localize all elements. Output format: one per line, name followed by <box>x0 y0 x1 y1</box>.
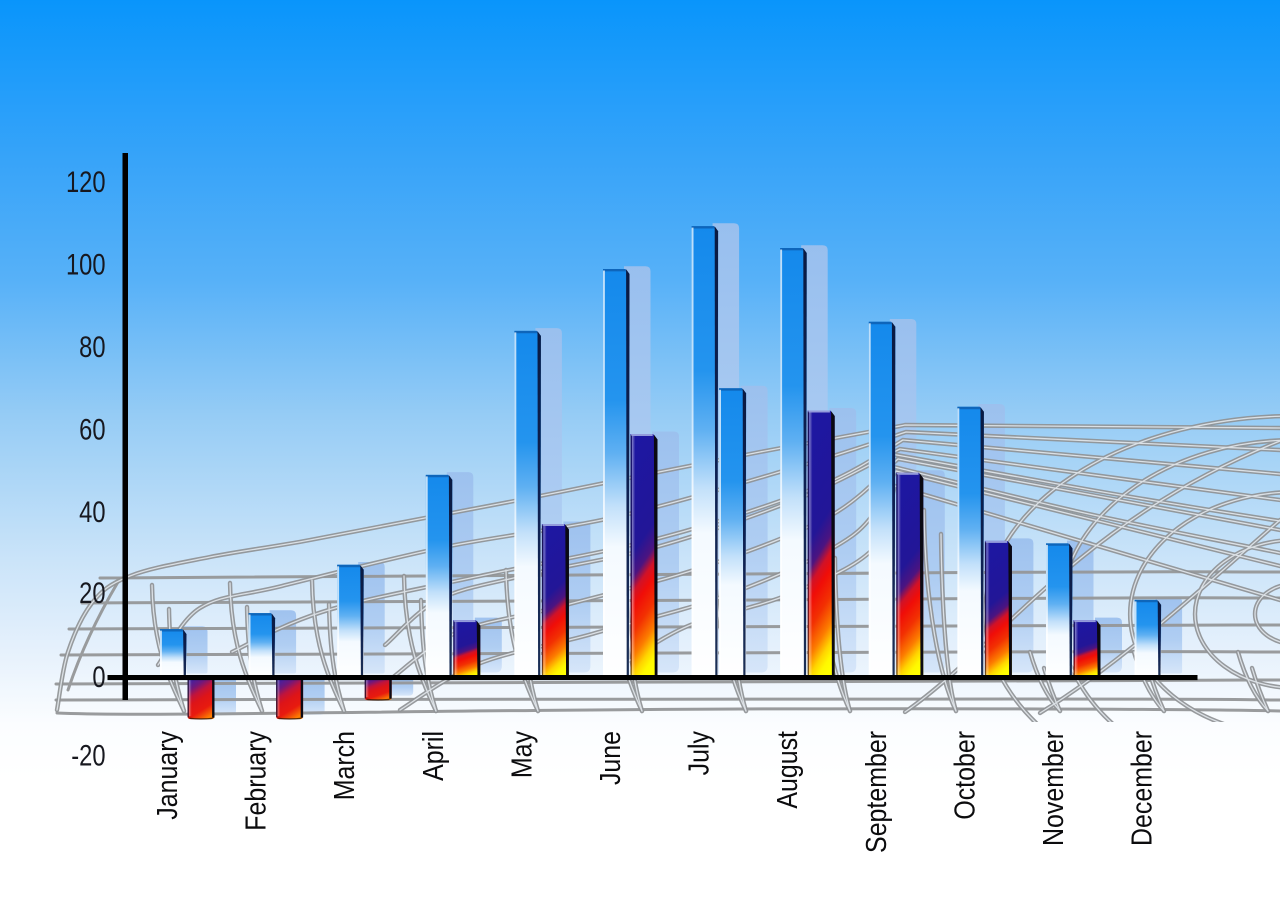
svg-text:April: April <box>417 731 449 781</box>
svg-text:February: February <box>240 730 272 830</box>
svg-text:September: September <box>860 731 892 853</box>
svg-text:80: 80 <box>79 330 105 363</box>
svg-text:December: December <box>1126 731 1158 846</box>
svg-text:120: 120 <box>66 165 106 198</box>
svg-text:June: June <box>594 731 626 785</box>
svg-text:20: 20 <box>79 576 105 609</box>
svg-text:March: March <box>329 731 361 800</box>
svg-text:40: 40 <box>79 495 105 528</box>
svg-text:January: January <box>151 730 183 819</box>
svg-text:100: 100 <box>66 248 106 281</box>
svg-text:August: August <box>772 730 804 808</box>
svg-text:July: July <box>683 730 715 775</box>
svg-text:October: October <box>949 731 981 820</box>
svg-text:May: May <box>506 730 538 778</box>
svg-text:-20: -20 <box>71 739 105 772</box>
svg-text:November: November <box>1037 731 1069 846</box>
svg-text:0: 0 <box>92 660 105 693</box>
svg-text:60: 60 <box>79 413 105 446</box>
